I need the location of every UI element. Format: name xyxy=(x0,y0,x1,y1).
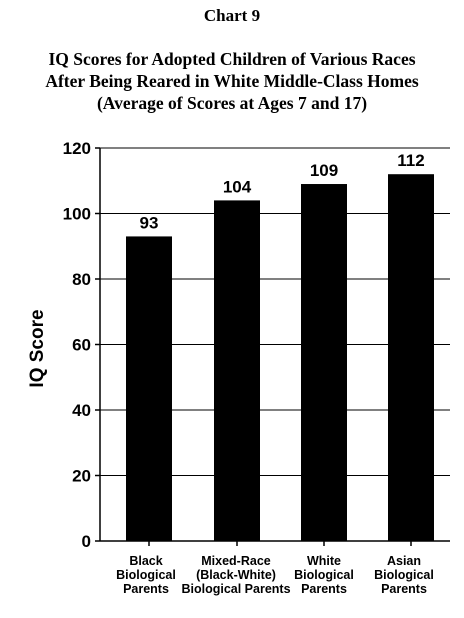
chart-title-line-2: After Being Reared in White Middle-Class… xyxy=(45,71,419,91)
category-label-4-line-3: Parents xyxy=(381,582,427,596)
category-label-2-line-2: (Black-White) xyxy=(196,568,276,582)
y-axis-label: IQ Score xyxy=(27,309,48,387)
y-tick-label-60: 60 xyxy=(72,336,91,355)
category-label-4-line-1: Asian xyxy=(386,554,422,568)
category-label-3-line-3: Parents xyxy=(301,582,347,596)
chart-title-line-3: (Average of Scores at Ages 7 and 17) xyxy=(96,93,368,113)
data-label-4: 112 xyxy=(397,151,424,170)
category-label-1-line-2: Biological xyxy=(116,568,176,582)
y-tick-label-20: 20 xyxy=(72,467,91,486)
y-tick-label-0: 0 xyxy=(82,532,91,551)
category-label-4: Asian Biological Parents xyxy=(349,554,459,596)
category-label-2: Mixed-Race (Black-White) Biological Parent… xyxy=(181,554,291,596)
y-tick-label-100: 100 xyxy=(63,205,91,224)
category-label-2-line-3: Biological Parents xyxy=(181,582,291,596)
data-label-2: 104 xyxy=(223,177,252,196)
data-label-1: 93 xyxy=(140,213,159,232)
category-label-3-line-1: White xyxy=(306,554,342,568)
category-label-2-line-1: Mixed-Race xyxy=(201,554,271,568)
bar-3 xyxy=(301,184,347,541)
chart-title: IQ Scores for Adopted Children of Variou… xyxy=(0,48,464,114)
category-label-1: Black Biological Parents xyxy=(91,554,201,596)
category-label-3-line-2: Biological xyxy=(294,568,354,582)
category-label-1-line-3: Parents xyxy=(123,582,169,596)
bar-1 xyxy=(126,236,172,542)
chart-number: Chart 9 xyxy=(203,6,261,25)
y-tick-label-80: 80 xyxy=(72,270,91,289)
category-label-1-line-1: Black xyxy=(129,554,163,568)
bar-2 xyxy=(214,200,260,541)
bar-4 xyxy=(388,174,434,541)
data-label-3: 109 xyxy=(310,161,338,180)
y-tick-label-120: 120 xyxy=(63,139,91,158)
category-label-3: White Biological Parents xyxy=(269,554,379,596)
category-label-4-line-2: Biological xyxy=(374,568,434,582)
chart-title-line-1: IQ Scores for Adopted Children of Variou… xyxy=(48,49,416,69)
y-tick-label-40: 40 xyxy=(72,401,91,420)
